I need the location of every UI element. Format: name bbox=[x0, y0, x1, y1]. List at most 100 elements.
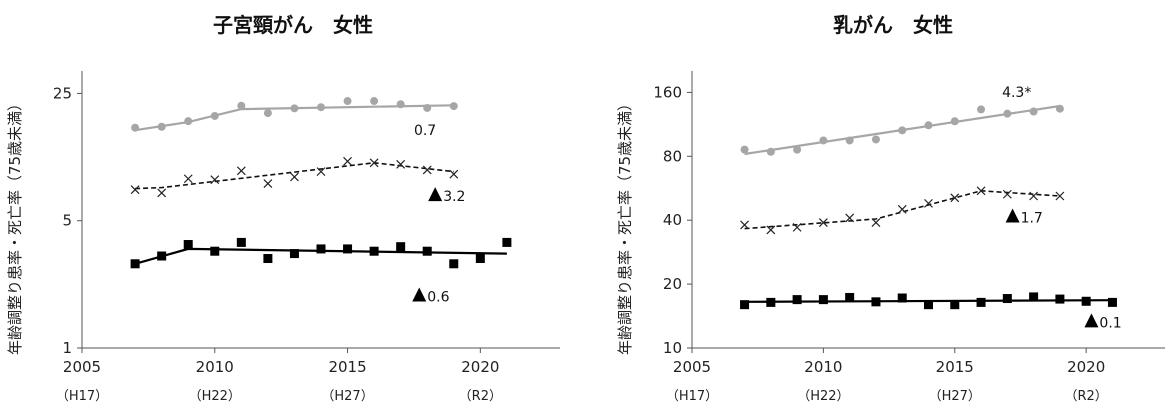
annotation-label: 3.2 bbox=[443, 189, 465, 205]
data-point bbox=[157, 251, 167, 261]
data-point bbox=[766, 147, 775, 156]
data-point bbox=[210, 175, 220, 185]
data-point bbox=[950, 300, 960, 310]
data-point bbox=[977, 105, 986, 114]
data-point bbox=[740, 145, 749, 154]
data-point bbox=[210, 246, 220, 256]
data-point bbox=[131, 123, 140, 132]
data-point bbox=[449, 102, 458, 111]
annotation-label: 0.7 bbox=[414, 123, 436, 139]
data-point bbox=[317, 103, 325, 112]
series-black-squares: 0.1 bbox=[740, 292, 1122, 331]
data-point bbox=[818, 295, 828, 305]
data-point bbox=[263, 254, 273, 264]
x-tick-era-label: （H17） bbox=[56, 389, 108, 404]
x-tick-label: 2010 bbox=[804, 358, 842, 376]
y-tick-label: 20 bbox=[663, 275, 682, 293]
data-point bbox=[1029, 191, 1039, 201]
x-tick-era-label: （R2） bbox=[459, 389, 502, 404]
decrease-triangle-icon bbox=[1084, 313, 1099, 328]
data-point bbox=[766, 297, 776, 307]
data-point bbox=[343, 156, 352, 166]
data-point bbox=[924, 198, 933, 208]
y-tick-label: 160 bbox=[653, 83, 682, 101]
data-point bbox=[818, 218, 828, 227]
data-point bbox=[316, 167, 326, 177]
data-point bbox=[793, 145, 802, 154]
data-point bbox=[1002, 294, 1012, 304]
x-tick-label: 2005 bbox=[63, 358, 101, 376]
y-tick-label: 40 bbox=[663, 211, 682, 229]
x-tick-era-label: （H27） bbox=[321, 389, 373, 404]
chart-title: 子宮頸がん 女性 bbox=[213, 13, 373, 37]
data-point bbox=[924, 121, 933, 130]
data-point bbox=[1107, 297, 1117, 307]
data-point bbox=[396, 100, 405, 109]
data-point bbox=[263, 179, 273, 188]
data-point bbox=[740, 220, 749, 230]
y-tick-label: 1 bbox=[62, 339, 72, 357]
data-point bbox=[396, 242, 406, 252]
data-point bbox=[422, 165, 432, 175]
x-tick-era-label: （H27） bbox=[929, 389, 981, 404]
decrease-triangle-icon bbox=[428, 187, 443, 202]
data-point bbox=[183, 174, 193, 184]
data-point bbox=[343, 244, 353, 254]
trend-line bbox=[744, 189, 1060, 230]
data-point bbox=[423, 103, 432, 112]
x-tick-label: 2020 bbox=[1067, 358, 1105, 376]
series-x-dashed: 3.2 bbox=[130, 156, 465, 205]
data-point bbox=[237, 101, 246, 110]
y-tick-label: 5 bbox=[62, 212, 72, 230]
data-point bbox=[475, 254, 485, 264]
data-point bbox=[157, 122, 166, 131]
x-tick-label: 2015 bbox=[328, 358, 366, 376]
x-tick-label: 2005 bbox=[673, 358, 711, 376]
x-tick-label: 2010 bbox=[196, 358, 234, 376]
data-point bbox=[236, 166, 246, 176]
y-tick-label: 80 bbox=[663, 147, 682, 165]
data-point bbox=[766, 225, 776, 235]
x-tick-era-label: （R2） bbox=[1065, 389, 1108, 404]
data-point bbox=[792, 222, 802, 232]
data-point bbox=[1002, 189, 1012, 199]
data-point bbox=[370, 97, 379, 106]
data-point bbox=[183, 240, 193, 250]
series-gray-circles: 4.3* bbox=[740, 85, 1064, 156]
annotation-label: 0.6 bbox=[427, 290, 449, 306]
data-point bbox=[845, 136, 854, 145]
decrease-triangle-icon bbox=[1005, 208, 1020, 223]
data-point bbox=[210, 111, 219, 120]
x-tick-label: 2015 bbox=[936, 358, 974, 376]
data-point bbox=[950, 117, 959, 126]
x-tick-label: 2020 bbox=[461, 358, 499, 376]
data-point bbox=[845, 213, 855, 223]
data-point bbox=[449, 169, 459, 179]
data-point bbox=[157, 188, 167, 198]
data-point bbox=[130, 259, 140, 269]
data-point bbox=[1055, 191, 1065, 201]
decrease-triangle-icon bbox=[412, 287, 427, 302]
trend-line bbox=[135, 161, 454, 190]
data-point bbox=[1081, 296, 1091, 306]
data-point bbox=[369, 158, 379, 168]
data-point bbox=[396, 159, 406, 169]
annotation-label: 0.1 bbox=[1099, 315, 1121, 331]
data-point bbox=[871, 218, 881, 227]
data-point bbox=[289, 249, 299, 259]
x-tick-era-label: （H22） bbox=[189, 389, 241, 404]
data-point bbox=[369, 246, 379, 256]
data-point bbox=[343, 97, 352, 106]
data-point bbox=[898, 126, 907, 135]
data-point bbox=[184, 117, 193, 126]
data-point bbox=[845, 292, 855, 302]
data-point bbox=[236, 237, 246, 247]
data-point bbox=[819, 136, 828, 145]
data-point bbox=[1055, 104, 1064, 113]
y-axis-label: 年齢調整り患率・死亡率（75歳未満） bbox=[6, 96, 24, 355]
y-axis-label: 年齢調整り患率・死亡率（75歳未満） bbox=[616, 96, 634, 355]
annotation-label: 1.7 bbox=[1021, 211, 1043, 227]
